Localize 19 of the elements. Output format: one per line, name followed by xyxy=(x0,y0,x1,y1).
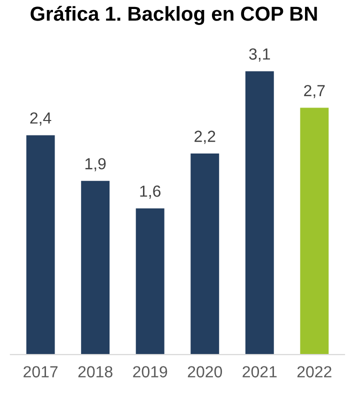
x-tick-label: 2017 xyxy=(24,366,58,378)
data-label: 1,9 xyxy=(85,158,106,172)
data-label: 2,2 xyxy=(194,130,216,144)
bar xyxy=(245,71,274,355)
bar xyxy=(190,153,220,355)
data-label: 1,6 xyxy=(140,186,160,199)
data-label: 2,7 xyxy=(304,84,325,98)
data-label: 2,4 xyxy=(30,112,52,126)
bar xyxy=(300,108,329,355)
x-tick-label: 2021 xyxy=(242,366,277,378)
bar xyxy=(26,135,55,355)
bar xyxy=(136,208,164,355)
x-tick-label: 2018 xyxy=(78,366,112,378)
chart-title: Gráfica 1. Backlog en COP BN xyxy=(30,6,317,25)
x-tick-label: 2022 xyxy=(297,366,332,378)
data-label: 3,1 xyxy=(249,48,270,62)
bar xyxy=(81,180,110,355)
x-tick-label: 2019 xyxy=(133,366,168,378)
x-tick-label: 2020 xyxy=(188,366,222,378)
